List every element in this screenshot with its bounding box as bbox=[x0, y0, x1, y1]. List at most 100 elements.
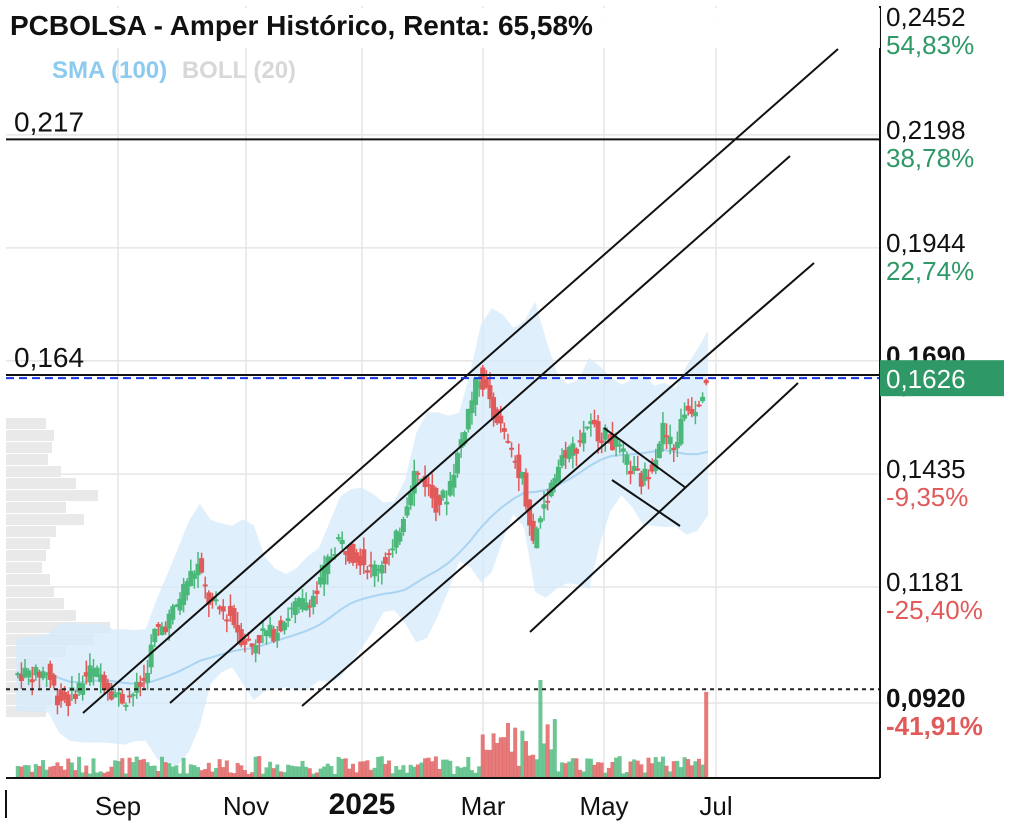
volume-bar bbox=[397, 769, 402, 778]
volume-bar bbox=[509, 751, 514, 778]
candle-body bbox=[483, 379, 489, 388]
candle-body bbox=[350, 543, 356, 563]
candle-body bbox=[199, 558, 205, 573]
candle-body bbox=[336, 537, 342, 540]
volume-bar bbox=[538, 680, 543, 778]
legend-boll[interactable]: BOLL (20) bbox=[181, 57, 297, 84]
candle-body bbox=[491, 397, 497, 419]
candle-body bbox=[112, 693, 118, 698]
volume-bar bbox=[246, 773, 251, 778]
volume-bar bbox=[221, 767, 226, 778]
y-tick-pct: -25,40% bbox=[886, 595, 983, 625]
volume-bar bbox=[228, 772, 233, 778]
candle-body bbox=[462, 432, 468, 444]
volume-bar bbox=[455, 766, 460, 778]
candle-body bbox=[537, 518, 543, 523]
volume-bar bbox=[307, 768, 312, 778]
volume-bar bbox=[80, 772, 85, 778]
volume-bar bbox=[232, 773, 237, 778]
volume-bar bbox=[394, 766, 399, 778]
volume-bar bbox=[264, 767, 269, 778]
volume-bar bbox=[412, 766, 417, 778]
candle-body bbox=[76, 682, 82, 693]
candle-body bbox=[415, 472, 421, 475]
volume-bar bbox=[621, 773, 626, 778]
volume-bar bbox=[59, 766, 64, 778]
volume-bar bbox=[95, 772, 100, 778]
candle-body bbox=[307, 605, 313, 608]
volume-bar bbox=[275, 764, 280, 778]
volume-bar bbox=[181, 757, 186, 778]
volume-profile-bar bbox=[6, 538, 50, 549]
candle-body bbox=[235, 625, 241, 633]
legend-sma[interactable]: SMA (100) bbox=[52, 57, 168, 84]
volume-bar bbox=[199, 770, 204, 778]
volume-bar bbox=[250, 772, 255, 778]
candle-body bbox=[375, 569, 381, 572]
candle-body bbox=[505, 440, 511, 443]
volume-bar bbox=[87, 773, 92, 778]
candle-body bbox=[487, 385, 493, 400]
volume-bar bbox=[390, 773, 395, 778]
volume-bar bbox=[495, 742, 500, 778]
candle-body bbox=[451, 474, 457, 488]
candle-body bbox=[581, 432, 587, 444]
volume-profile-bar bbox=[6, 574, 50, 585]
y-tick-pct: 38,78% bbox=[886, 143, 974, 173]
y-tick-pct: 22,74% bbox=[886, 256, 974, 286]
volume-bar bbox=[37, 765, 42, 778]
volume-bar bbox=[696, 758, 701, 778]
x-tick-label: Mar bbox=[461, 791, 506, 821]
volume-bar bbox=[614, 757, 619, 778]
trend-line bbox=[169, 155, 791, 704]
y-tick-pct: -9,35% bbox=[886, 482, 968, 512]
chart-title: PCBOLSA - Amper Histórico, Renta: 65,58% bbox=[10, 10, 593, 41]
candle-body bbox=[354, 552, 360, 563]
volume-bar bbox=[527, 755, 532, 778]
volume-bar bbox=[581, 771, 586, 778]
candle-body bbox=[685, 405, 691, 411]
volume-bar bbox=[671, 761, 676, 778]
indicator-legend[interactable]: SMA (100) BOLL (20) bbox=[52, 57, 296, 85]
candle-body bbox=[191, 573, 197, 579]
candle-body bbox=[325, 556, 331, 575]
candle-body bbox=[170, 606, 176, 620]
candle-body bbox=[148, 644, 154, 668]
volume-profile-bar bbox=[6, 478, 76, 489]
volume-bar bbox=[369, 769, 374, 778]
current-price-tag bbox=[880, 360, 1004, 397]
volume-bar bbox=[534, 759, 539, 778]
candle-body bbox=[501, 428, 507, 432]
level-label: 0,164 bbox=[14, 342, 84, 373]
candle-body bbox=[130, 694, 136, 697]
volume-bar bbox=[109, 766, 114, 778]
volume-bar bbox=[405, 772, 410, 778]
volume-bar bbox=[304, 766, 309, 778]
current-price-marker: 0,1626 bbox=[880, 360, 1004, 397]
y-tick-label: 0,0920 bbox=[886, 683, 966, 713]
volume-bar bbox=[433, 756, 438, 778]
x-tick-label: Nov bbox=[223, 791, 269, 821]
volume-bar bbox=[668, 771, 673, 778]
candle-body bbox=[523, 472, 529, 507]
volume-bar bbox=[491, 733, 496, 778]
candle-body bbox=[494, 409, 500, 424]
candle-body bbox=[628, 470, 634, 475]
candle-body bbox=[152, 628, 158, 643]
candle-body bbox=[195, 563, 201, 576]
candle-body bbox=[674, 441, 680, 449]
candle-body bbox=[498, 415, 504, 424]
volume-bar bbox=[156, 770, 161, 778]
candle-body bbox=[62, 691, 68, 700]
volume-bar bbox=[138, 759, 143, 778]
volume-bar bbox=[689, 765, 694, 778]
volume-profile-bar bbox=[6, 550, 46, 561]
volume-bar bbox=[560, 762, 565, 778]
volume-bar bbox=[401, 765, 406, 778]
volume-bar bbox=[588, 758, 593, 778]
volume-profile-bar bbox=[6, 430, 54, 441]
volume-bar bbox=[282, 772, 287, 778]
candle-body bbox=[559, 455, 565, 466]
candle-body bbox=[224, 619, 230, 622]
